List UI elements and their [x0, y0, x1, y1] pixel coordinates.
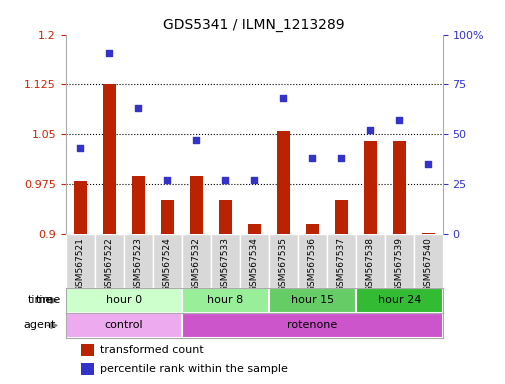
Bar — [211, 234, 239, 288]
Bar — [355, 288, 442, 313]
Text: GSM567523: GSM567523 — [133, 237, 142, 292]
Point — [279, 95, 287, 101]
Text: hour 24: hour 24 — [377, 295, 420, 306]
Text: GSM567532: GSM567532 — [191, 237, 200, 292]
Bar — [384, 234, 413, 288]
Bar — [297, 234, 326, 288]
Bar — [247, 224, 260, 234]
Bar — [305, 224, 318, 234]
Bar — [276, 131, 289, 234]
Bar — [239, 234, 268, 288]
Bar — [66, 288, 181, 313]
Text: GSM567538: GSM567538 — [365, 237, 374, 292]
Text: GSM567534: GSM567534 — [249, 237, 258, 292]
Bar — [326, 234, 355, 288]
Text: agent: agent — [24, 320, 56, 331]
Point — [163, 177, 171, 184]
Bar — [81, 363, 94, 375]
Point — [250, 177, 258, 184]
Point — [336, 155, 344, 161]
Bar — [334, 200, 347, 234]
Text: hour 15: hour 15 — [290, 295, 333, 306]
Point — [366, 127, 374, 134]
Text: GSM567521: GSM567521 — [76, 237, 85, 292]
Bar — [181, 234, 211, 288]
Bar — [392, 141, 405, 234]
Bar — [66, 313, 181, 338]
Bar — [268, 288, 355, 313]
Bar — [355, 234, 384, 288]
Text: control: control — [104, 320, 143, 331]
Point — [192, 137, 200, 144]
Bar — [66, 234, 94, 288]
Text: GSM567524: GSM567524 — [163, 237, 171, 292]
Bar — [153, 234, 181, 288]
Text: percentile rank within the sample: percentile rank within the sample — [99, 364, 287, 374]
Text: GSM567537: GSM567537 — [336, 237, 345, 292]
Point — [394, 118, 402, 124]
Bar — [189, 176, 203, 234]
Text: hour 8: hour 8 — [207, 295, 243, 306]
Title: GDS5341 / ILMN_1213289: GDS5341 / ILMN_1213289 — [163, 18, 344, 32]
Text: hour 0: hour 0 — [106, 295, 141, 306]
Text: time: time — [27, 295, 53, 306]
Text: transformed count: transformed count — [99, 345, 203, 355]
Bar — [81, 344, 94, 356]
Text: GSM567540: GSM567540 — [423, 237, 432, 292]
Point — [76, 145, 84, 151]
Bar — [218, 200, 231, 234]
Bar — [94, 234, 124, 288]
Point — [221, 177, 229, 184]
Bar — [131, 176, 144, 234]
Text: GSM567533: GSM567533 — [220, 237, 229, 292]
Bar — [124, 234, 153, 288]
Bar — [413, 234, 442, 288]
Point — [105, 50, 113, 56]
Bar — [103, 84, 116, 234]
Bar — [181, 288, 268, 313]
Bar — [74, 181, 87, 234]
Text: GSM567522: GSM567522 — [105, 237, 114, 292]
Point — [423, 161, 431, 167]
Text: time: time — [35, 295, 61, 306]
Text: GSM567536: GSM567536 — [307, 237, 316, 292]
Bar — [181, 313, 442, 338]
Bar — [421, 233, 434, 234]
Text: GSM567535: GSM567535 — [278, 237, 287, 292]
Text: GSM567539: GSM567539 — [394, 237, 403, 292]
Bar — [268, 234, 297, 288]
Point — [134, 105, 142, 111]
Bar — [363, 141, 376, 234]
Point — [308, 155, 316, 161]
Text: rotenone: rotenone — [286, 320, 337, 331]
Bar — [161, 200, 173, 234]
